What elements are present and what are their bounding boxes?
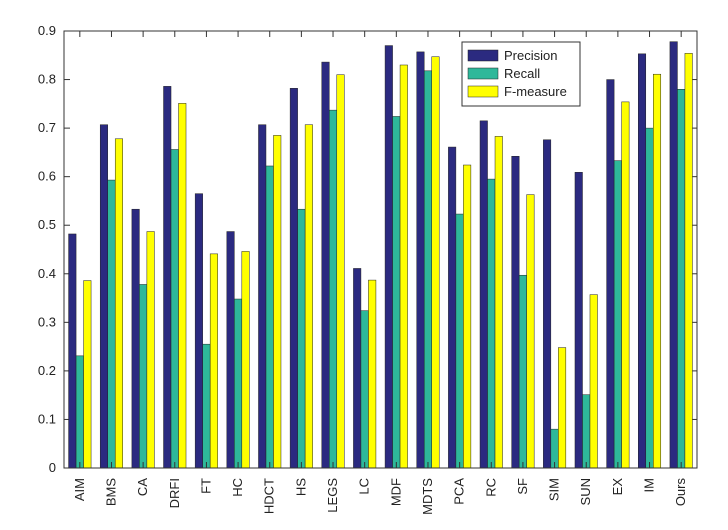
y-tick-label: 0.8 [38, 72, 56, 87]
bar-f-measure-lc [368, 279, 377, 469]
bar-f-measure-hc [241, 251, 250, 469]
bar-precision-bms [99, 124, 108, 469]
bar-recall-ex [613, 160, 622, 469]
legend-label-recall: Recall [504, 66, 540, 81]
bar-precision-ca [131, 208, 140, 469]
x-tick-label: MDTS [420, 478, 435, 515]
x-tick-label: LC [357, 478, 372, 495]
y-tick-label: 0.1 [38, 411, 56, 426]
y-tick-label: 0.4 [38, 266, 56, 281]
x-tick-label: IM [642, 478, 657, 492]
bar-recall-rc [487, 178, 496, 469]
bar-f-measure-mdf [399, 64, 408, 469]
bar-precision-im [638, 53, 647, 469]
bar-recall-hs [297, 208, 306, 469]
bar-recall-legs [329, 109, 338, 469]
bar-f-measure-ex [621, 101, 630, 469]
y-tick-label: 0.6 [38, 169, 56, 184]
bar-precision-sf [511, 156, 520, 469]
bar-f-measure-rc [494, 136, 503, 469]
bar-recall-aim [75, 355, 84, 469]
bar-recall-lc [360, 310, 369, 469]
x-tick-label: SF [515, 478, 530, 495]
bar-recall-hc [234, 298, 243, 469]
bar-precision-sun [574, 172, 583, 469]
x-tick-label: SUN [578, 478, 593, 505]
bar-f-measure-aim [83, 280, 92, 469]
bar-recall-drfi [170, 149, 179, 469]
x-tick-label: SIM [547, 478, 562, 501]
bar-precision-sim [543, 139, 552, 469]
bar-precision-legs [321, 61, 330, 469]
bar-precision-drfi [163, 86, 172, 469]
bar-f-measure-mdts [431, 56, 440, 469]
bar-f-measure-hdct [273, 135, 282, 469]
x-tick-label: EX [610, 478, 625, 496]
bar-recall-ca [139, 284, 148, 469]
plot-area [64, 31, 697, 468]
bar-recall-ft [202, 343, 211, 469]
x-tick-label: RC [483, 478, 498, 497]
bar-f-measure-sf [526, 194, 535, 469]
bar-recall-im [645, 127, 654, 469]
bar-f-measure-pca [463, 164, 472, 469]
bar-recall-hdct [265, 165, 274, 469]
legend-label-precision: Precision [504, 48, 557, 63]
bar-precision-pca [448, 146, 457, 469]
bar-f-measure-sim [558, 347, 567, 469]
bar-precision-rc [479, 120, 488, 469]
legend-swatch-recall [467, 67, 499, 80]
x-tick-label: CA [135, 478, 150, 496]
x-tick-label: HC [230, 478, 245, 497]
bar-f-measure-bms [114, 138, 123, 469]
bar-f-measure-sun [589, 294, 598, 469]
legend-swatch-precision [467, 49, 499, 62]
x-tick-label: LEGS [325, 478, 340, 513]
y-tick-label: 0.9 [38, 23, 56, 38]
bar-f-measure-ft [209, 253, 218, 469]
bar-f-measure-hs [304, 124, 313, 469]
x-tick-label: PCA [452, 478, 467, 505]
bar-precision-mdts [416, 51, 425, 469]
legend-swatch-f-measure [467, 85, 499, 98]
bar-recall-ours [677, 89, 686, 469]
bar-precision-ours [669, 41, 678, 469]
bar-f-measure-ours [684, 53, 693, 469]
bar-recall-bms [107, 179, 116, 469]
x-tick-label: DRFI [167, 478, 182, 508]
legend-label-f-measure: F-measure [504, 84, 567, 99]
bar-precision-lc [353, 268, 362, 469]
y-tick-label: 0.3 [38, 314, 56, 329]
bar-f-measure-drfi [178, 103, 187, 469]
y-tick-label: 0 [49, 460, 56, 475]
bar-recall-mdts [423, 70, 432, 469]
bar-recall-sf [518, 274, 527, 469]
axes-box [63, 30, 698, 469]
x-tick-label: HDCT [262, 478, 277, 514]
x-tick-label: MDF [388, 478, 403, 506]
y-tick-label: 0.2 [38, 363, 56, 378]
bar-recall-pca [455, 213, 464, 469]
x-tick-label: AIM [72, 478, 87, 501]
bar-precision-hdct [258, 124, 267, 469]
bar-f-measure-ca [146, 231, 155, 469]
bar-recall-sun [582, 394, 591, 469]
bar-precision-mdf [384, 45, 393, 469]
y-tick-label: 0.7 [38, 120, 56, 135]
bar-precision-ex [606, 79, 615, 469]
bar-recall-mdf [392, 116, 401, 469]
x-tick-label: HS [293, 478, 308, 496]
bar-precision-ft [194, 193, 203, 469]
y-tick-label: 0.5 [38, 217, 56, 232]
bar-f-measure-legs [336, 74, 345, 469]
bar-f-measure-im [653, 73, 662, 469]
x-tick-label: BMS [103, 478, 118, 507]
bar-precision-hs [289, 88, 298, 469]
x-tick-label: FT [198, 478, 213, 494]
bar-precision-hc [226, 231, 235, 469]
bar-precision-aim [68, 233, 77, 469]
x-tick-label: Ours [673, 478, 688, 507]
